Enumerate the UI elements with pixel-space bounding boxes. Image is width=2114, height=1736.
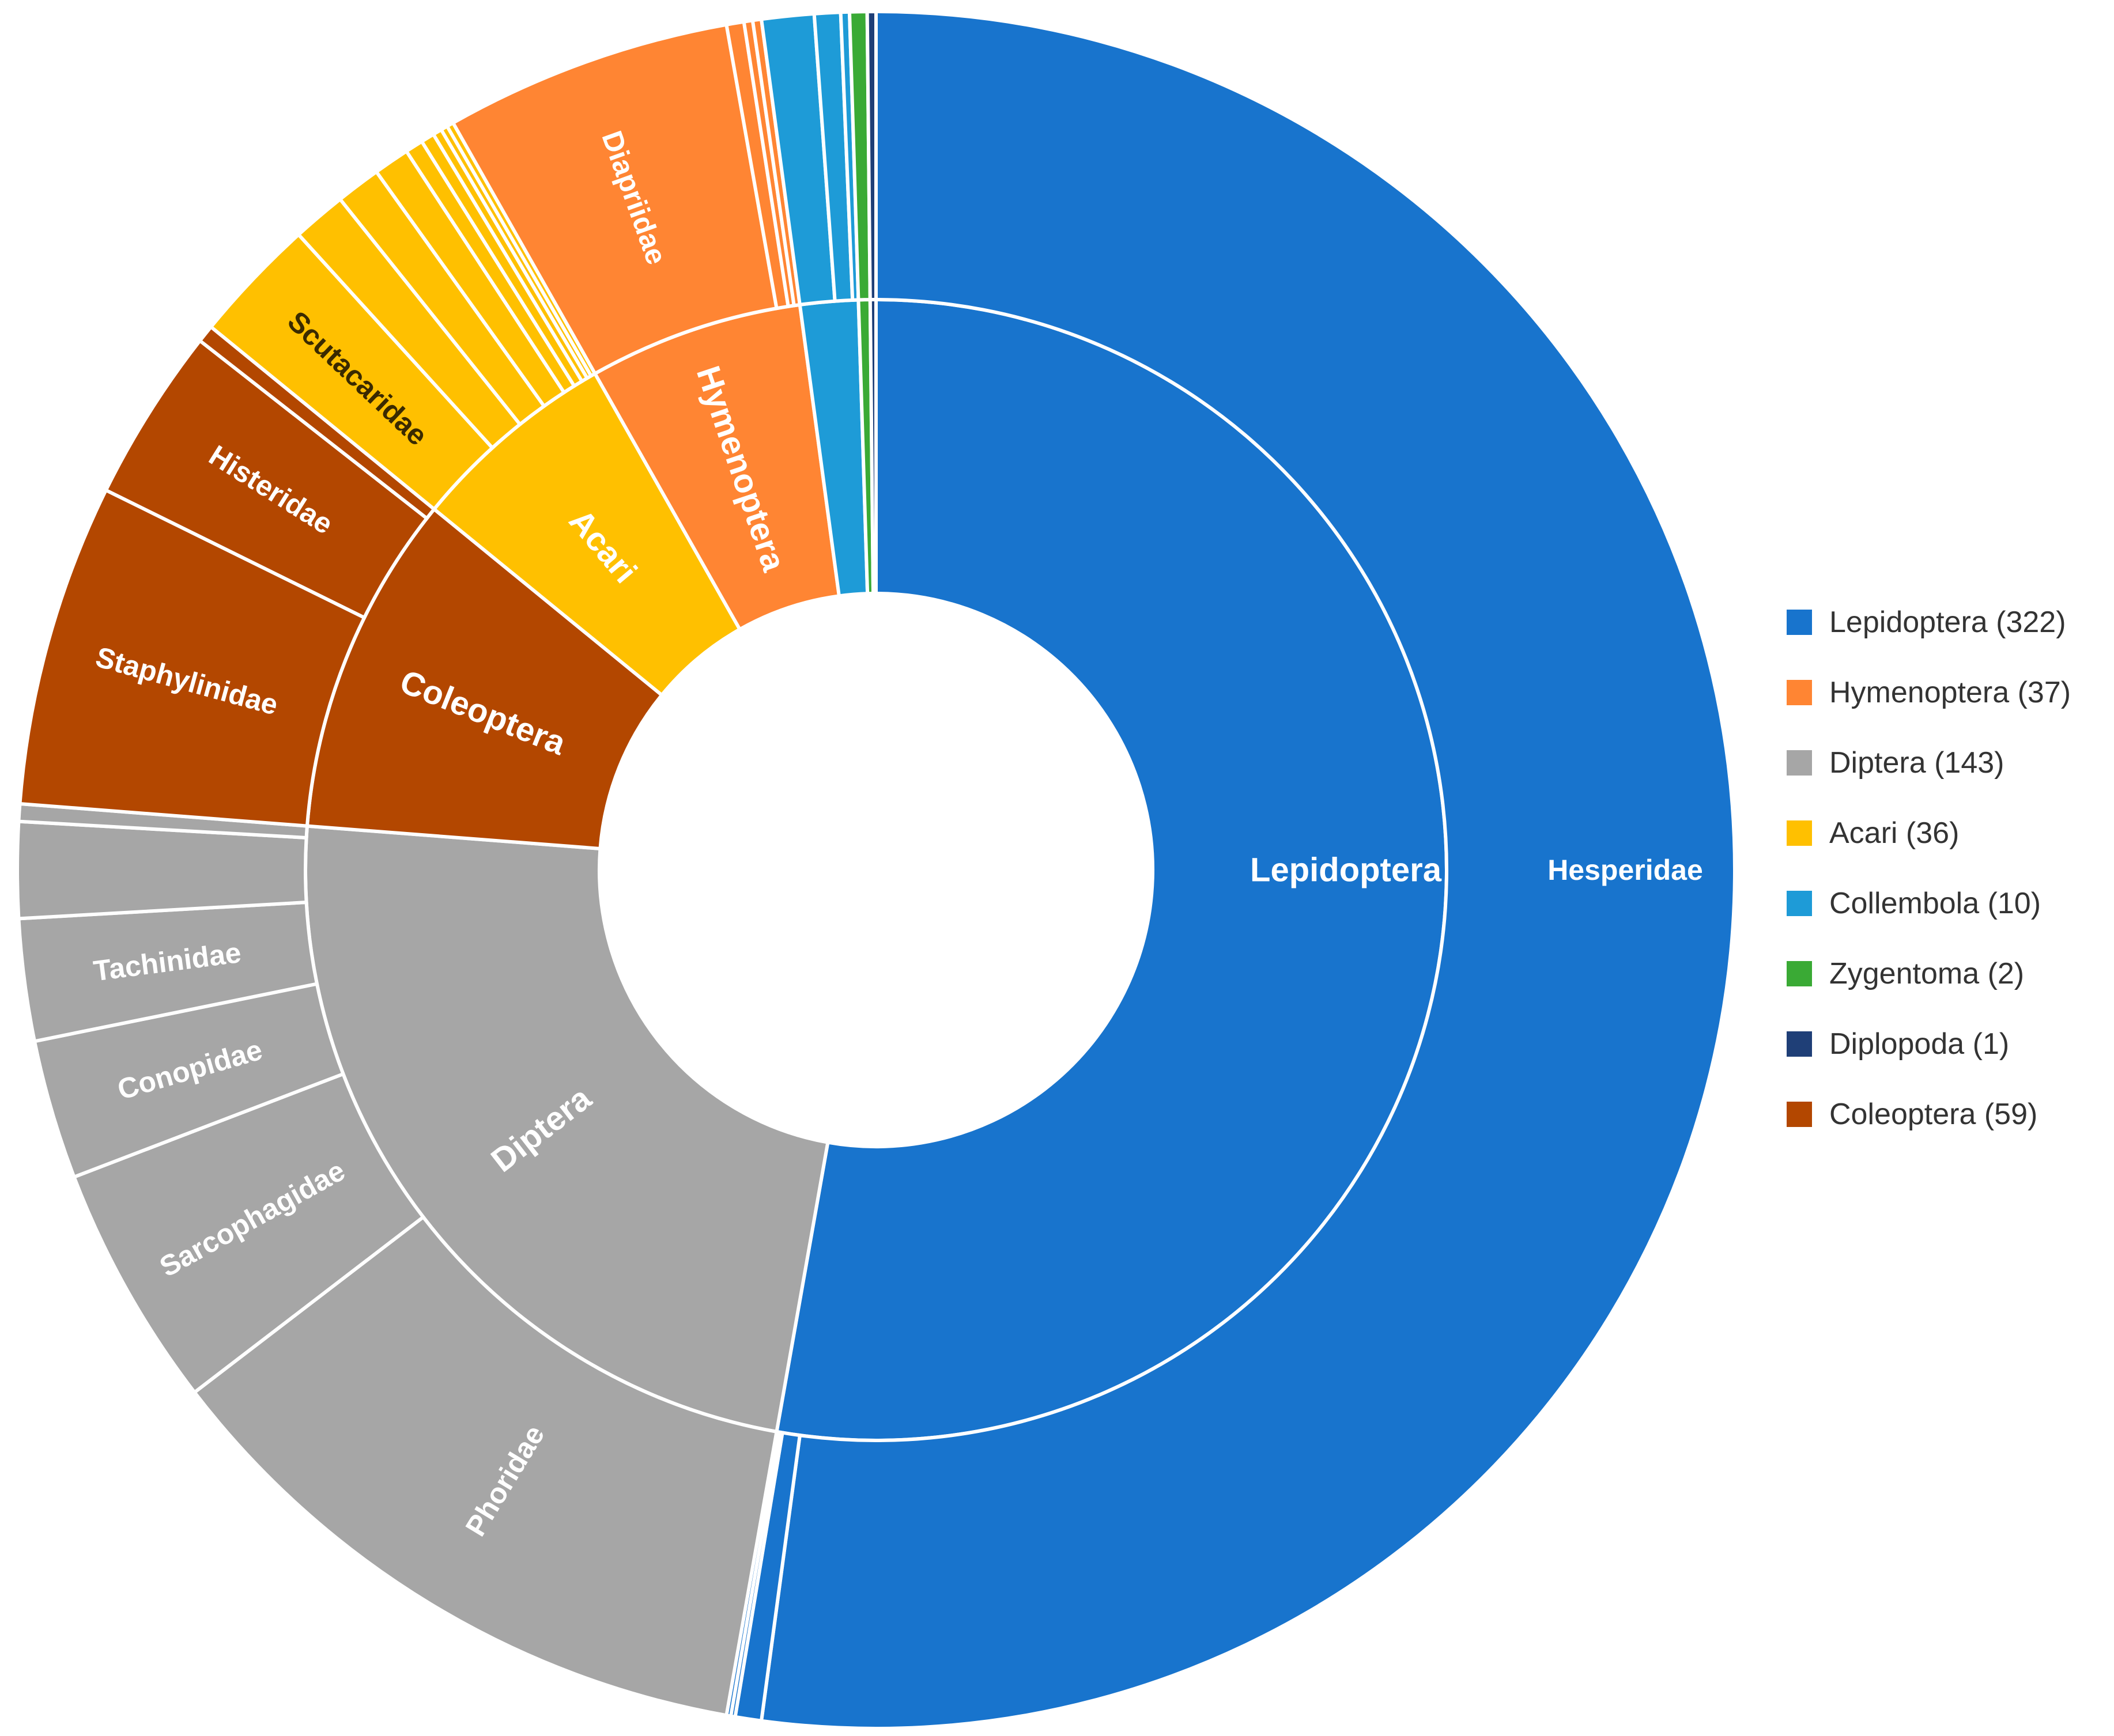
legend-swatch-lepidoptera — [1787, 610, 1812, 635]
order-segment-diplopoda[interactable] — [868, 297, 878, 596]
legend-swatch-coleoptera — [1787, 1102, 1812, 1127]
legend-label-hymenoptera: Hymenoptera (37) — [1829, 676, 2071, 709]
family-segment-diptera-0[interactable] — [192, 1215, 779, 1718]
legend-swatch-collembola — [1787, 891, 1812, 916]
legend-label-diplopoda: Diplopoda (1) — [1829, 1027, 2009, 1061]
legend-label-coleoptera: Coleoptera (59) — [1829, 1098, 2037, 1131]
legend-swatch-hymenoptera — [1787, 680, 1812, 705]
family-segment-lepidoptera-0[interactable] — [759, 9, 1737, 1730]
legend-label-diptera: Diptera (143) — [1829, 746, 2004, 780]
order-label-lepidoptera: Lepidoptera — [1250, 852, 1442, 889]
legend-swatch-zygentoma — [1787, 961, 1812, 986]
legend-swatch-diptera — [1787, 750, 1812, 776]
legend-label-lepidoptera: Lepidoptera (322) — [1829, 606, 2066, 639]
legend-swatch-acari — [1787, 820, 1812, 846]
family-label-hesperidae: Hesperidae — [1547, 854, 1703, 886]
legend: Lepidoptera (322) Hymenoptera (37) Diptera… — [1787, 606, 2071, 1131]
legend-swatch-diplopoda — [1787, 1031, 1812, 1057]
family-segment-diplopoda-0[interactable] — [865, 9, 878, 302]
legend-label-collembola: Collembola (10) — [1829, 887, 2041, 920]
legend-label-zygentoma: Zygentoma (2) — [1829, 957, 2024, 990]
legend-label-acari: Acari (36) — [1829, 816, 1959, 850]
